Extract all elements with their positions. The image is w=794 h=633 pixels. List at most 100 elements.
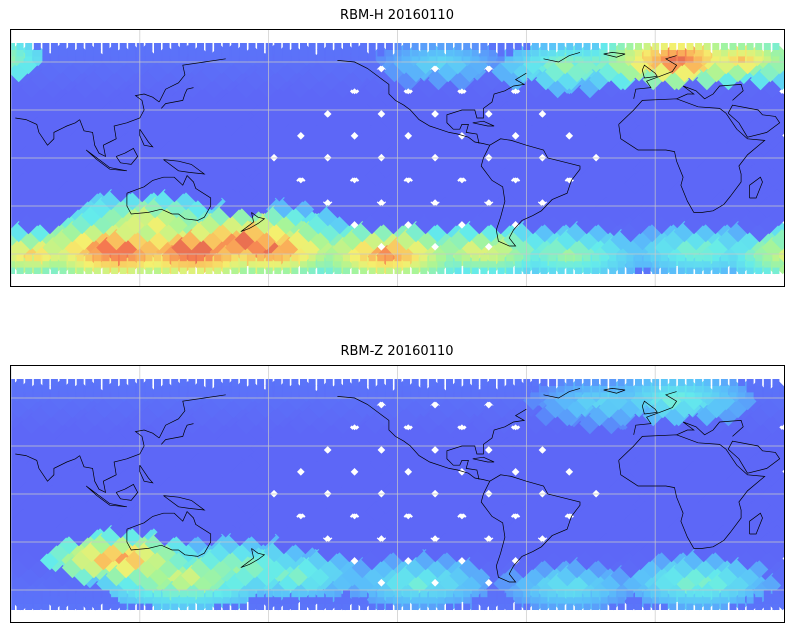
polar-cell bbox=[695, 260, 703, 268]
polar-cell bbox=[188, 260, 196, 268]
polar-cell bbox=[274, 596, 282, 604]
polar-cell bbox=[531, 590, 539, 598]
polar-cell bbox=[557, 49, 565, 57]
polar-cell bbox=[343, 590, 350, 598]
polar-cell bbox=[497, 391, 505, 399]
polar-cell bbox=[772, 379, 780, 386]
polar-cell bbox=[317, 260, 325, 268]
polar-cell bbox=[720, 379, 728, 386]
polar-cell bbox=[652, 385, 660, 393]
polar-cell bbox=[119, 55, 127, 63]
polar-cell bbox=[119, 590, 127, 598]
polar-cell bbox=[549, 55, 557, 63]
polar-cell bbox=[686, 49, 694, 57]
polar-cell bbox=[239, 43, 247, 50]
polar-cell bbox=[463, 603, 471, 610]
polar-cell bbox=[68, 590, 76, 598]
polar-cell bbox=[720, 267, 728, 274]
polar-cell bbox=[368, 254, 376, 262]
coastline bbox=[676, 84, 744, 101]
polar-cell bbox=[128, 590, 136, 598]
polar-cell bbox=[600, 379, 608, 386]
polar-cell bbox=[231, 55, 239, 63]
polar-cell bbox=[635, 55, 642, 63]
polar-cell bbox=[188, 267, 196, 274]
polar-cell bbox=[411, 391, 419, 399]
polar-cell bbox=[695, 49, 703, 57]
polar-cell bbox=[635, 590, 642, 598]
polar-cell bbox=[136, 385, 144, 393]
polar-cell bbox=[566, 590, 574, 598]
polar-cell bbox=[506, 254, 514, 262]
polar-cell bbox=[463, 43, 471, 50]
polar-cell bbox=[428, 267, 436, 274]
polar-cell bbox=[729, 596, 737, 604]
polar-cell bbox=[68, 391, 76, 399]
polar-cell bbox=[334, 254, 342, 262]
polar-cell bbox=[437, 391, 445, 399]
polar-cell bbox=[85, 267, 93, 274]
polar-cell bbox=[385, 385, 393, 393]
polar-cell bbox=[317, 379, 325, 386]
polar-cell bbox=[574, 603, 582, 610]
polar-cell bbox=[16, 391, 24, 399]
polar-cell bbox=[523, 391, 531, 399]
polar-cell bbox=[626, 590, 634, 598]
polar-cell bbox=[16, 55, 24, 63]
polar-cell bbox=[265, 385, 273, 393]
polar-cell bbox=[738, 267, 746, 274]
polar-cell bbox=[600, 267, 608, 274]
swath-cell bbox=[770, 140, 784, 163]
polar-cell bbox=[25, 55, 33, 63]
polar-cell bbox=[703, 260, 711, 268]
polar-cell bbox=[274, 385, 282, 393]
polar-cell bbox=[50, 55, 58, 63]
polar-cell bbox=[102, 603, 110, 610]
polar-cell bbox=[325, 49, 333, 57]
polar-cell bbox=[403, 254, 411, 262]
polar-cell bbox=[609, 55, 617, 63]
polar-cell bbox=[197, 49, 204, 57]
polar-cell bbox=[25, 385, 33, 393]
polar-cell bbox=[222, 379, 230, 386]
polar-cell bbox=[566, 260, 574, 268]
polar-cell bbox=[222, 603, 230, 610]
polar-cell bbox=[574, 379, 582, 386]
polar-cell bbox=[265, 260, 273, 268]
polar-cell bbox=[669, 379, 677, 386]
polar-cell bbox=[377, 590, 385, 598]
polar-cell bbox=[652, 603, 660, 610]
polar-cell bbox=[145, 391, 153, 399]
polar-cell bbox=[300, 379, 307, 386]
polar-cell bbox=[557, 43, 565, 50]
polar-cell bbox=[102, 379, 110, 386]
polar-cell bbox=[42, 43, 50, 50]
polar-cell bbox=[712, 267, 720, 274]
polar-cell bbox=[420, 55, 428, 63]
polar-cell bbox=[403, 55, 411, 63]
polar-cell bbox=[377, 596, 385, 604]
polar-cell bbox=[454, 603, 462, 610]
polar-cell bbox=[351, 49, 359, 57]
polar-cell bbox=[531, 43, 539, 50]
polar-cell bbox=[720, 391, 728, 399]
polar-cell bbox=[85, 55, 93, 63]
polar-cell bbox=[394, 267, 402, 274]
polar-cell bbox=[712, 596, 720, 604]
polar-cell bbox=[574, 391, 582, 399]
polar-cell bbox=[557, 267, 565, 274]
polar-cell bbox=[617, 55, 625, 63]
polar-cell bbox=[334, 49, 342, 57]
polar-cell bbox=[385, 55, 393, 63]
polar-cell bbox=[42, 603, 50, 610]
polar-cell bbox=[411, 49, 419, 57]
polar-cell bbox=[652, 267, 660, 274]
polar-cell bbox=[686, 391, 694, 399]
polar-cell bbox=[523, 43, 531, 50]
polar-cell bbox=[154, 391, 161, 399]
polar-cell bbox=[660, 267, 668, 274]
polar-cell bbox=[59, 590, 67, 598]
polar-cell bbox=[626, 43, 634, 50]
polar-cell bbox=[609, 49, 617, 57]
polar-cell bbox=[136, 260, 144, 268]
